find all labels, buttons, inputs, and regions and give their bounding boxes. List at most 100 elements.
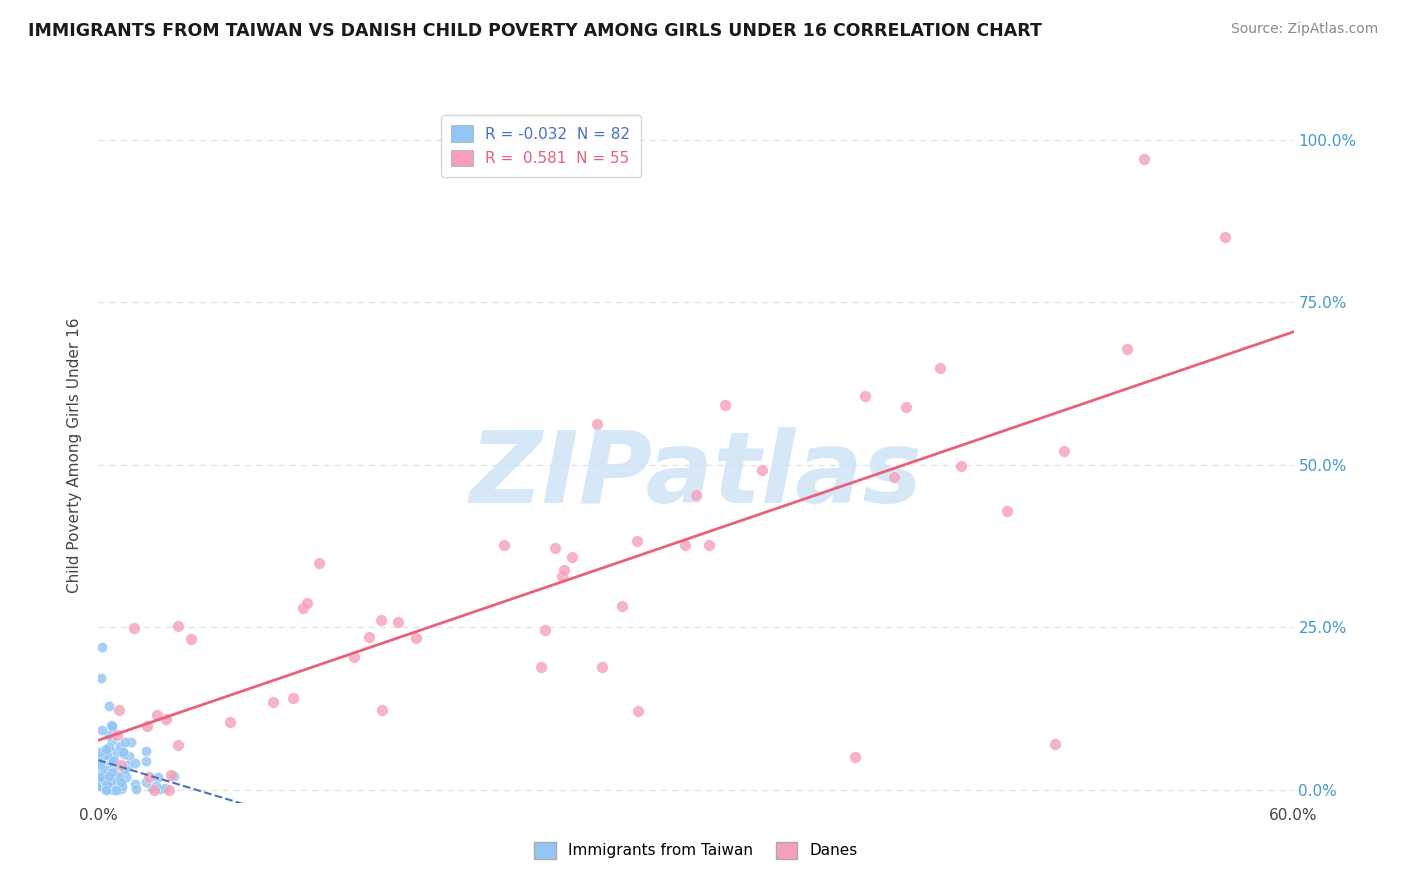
Point <box>115 771 138 785</box>
Point <box>135 743 157 757</box>
Point <box>180 632 202 646</box>
Point <box>122 621 145 635</box>
Point <box>371 703 394 717</box>
Point <box>124 756 146 770</box>
Point <box>117 758 139 772</box>
Point <box>262 695 284 709</box>
Point <box>929 361 952 376</box>
Legend: Immigrants from Taiwan, Danes: Immigrants from Taiwan, Danes <box>529 836 863 864</box>
Point <box>163 769 186 783</box>
Point <box>1115 342 1137 356</box>
Y-axis label: Child Poverty Among Girls Under 16: Child Poverty Among Girls Under 16 <box>67 318 83 592</box>
Point <box>101 762 124 776</box>
Point <box>153 781 176 796</box>
Point <box>93 772 115 787</box>
Point <box>697 538 720 552</box>
Point <box>143 782 166 797</box>
Point <box>91 723 114 738</box>
Point <box>853 389 876 403</box>
Point <box>626 533 648 548</box>
Point <box>103 753 125 767</box>
Point <box>685 488 707 502</box>
Point <box>101 754 124 768</box>
Point <box>107 770 129 784</box>
Point <box>94 742 117 756</box>
Point <box>89 745 111 759</box>
Point <box>101 719 124 733</box>
Text: ZIPatlas: ZIPatlas <box>470 427 922 524</box>
Point <box>100 773 122 788</box>
Point <box>1133 152 1156 166</box>
Point <box>138 770 160 784</box>
Point <box>105 745 128 759</box>
Point <box>112 747 135 761</box>
Point <box>585 417 607 432</box>
Point <box>1213 230 1236 244</box>
Point <box>98 747 121 761</box>
Point <box>167 618 190 632</box>
Point <box>97 742 120 756</box>
Point <box>107 728 129 742</box>
Point <box>883 469 905 483</box>
Point <box>100 765 122 780</box>
Point <box>104 777 127 791</box>
Point <box>218 714 240 729</box>
Point <box>110 769 132 783</box>
Point <box>94 780 117 794</box>
Point <box>94 747 117 761</box>
Point <box>844 750 866 764</box>
Point <box>387 615 409 630</box>
Point <box>108 739 131 753</box>
Point <box>98 740 121 755</box>
Point <box>751 463 773 477</box>
Point <box>155 712 177 726</box>
Point <box>157 782 180 797</box>
Point <box>96 748 118 763</box>
Point <box>112 745 135 759</box>
Point <box>89 758 111 772</box>
Point <box>96 782 118 797</box>
Point <box>89 769 111 783</box>
Point <box>950 458 973 473</box>
Point <box>145 708 167 723</box>
Point <box>89 768 111 782</box>
Point <box>114 763 136 777</box>
Point <box>359 631 381 645</box>
Point <box>610 599 633 614</box>
Point <box>91 779 114 793</box>
Point <box>117 748 139 763</box>
Point <box>98 778 121 792</box>
Point <box>112 766 135 780</box>
Point <box>291 601 314 615</box>
Point <box>544 541 567 555</box>
Point <box>343 650 366 665</box>
Point <box>494 538 516 552</box>
Point <box>94 780 117 794</box>
Point <box>1053 443 1076 458</box>
Point <box>146 770 169 784</box>
Point <box>141 781 163 796</box>
Point <box>110 781 132 796</box>
Point <box>145 779 167 793</box>
Point <box>93 762 115 776</box>
Point <box>100 765 122 780</box>
Point <box>1043 737 1066 751</box>
Point <box>101 782 124 797</box>
Point <box>160 768 183 782</box>
Point <box>114 735 136 749</box>
Point <box>94 764 117 778</box>
Point <box>103 764 125 779</box>
Point <box>89 757 111 772</box>
Point <box>100 758 122 772</box>
Point <box>90 770 112 784</box>
Point <box>627 704 650 718</box>
Point <box>91 640 114 654</box>
Point <box>995 503 1018 517</box>
Point <box>93 746 115 760</box>
Point <box>149 781 172 796</box>
Point <box>561 550 583 565</box>
Point <box>370 613 392 627</box>
Point <box>551 568 574 582</box>
Point <box>98 769 121 783</box>
Point <box>125 782 148 797</box>
